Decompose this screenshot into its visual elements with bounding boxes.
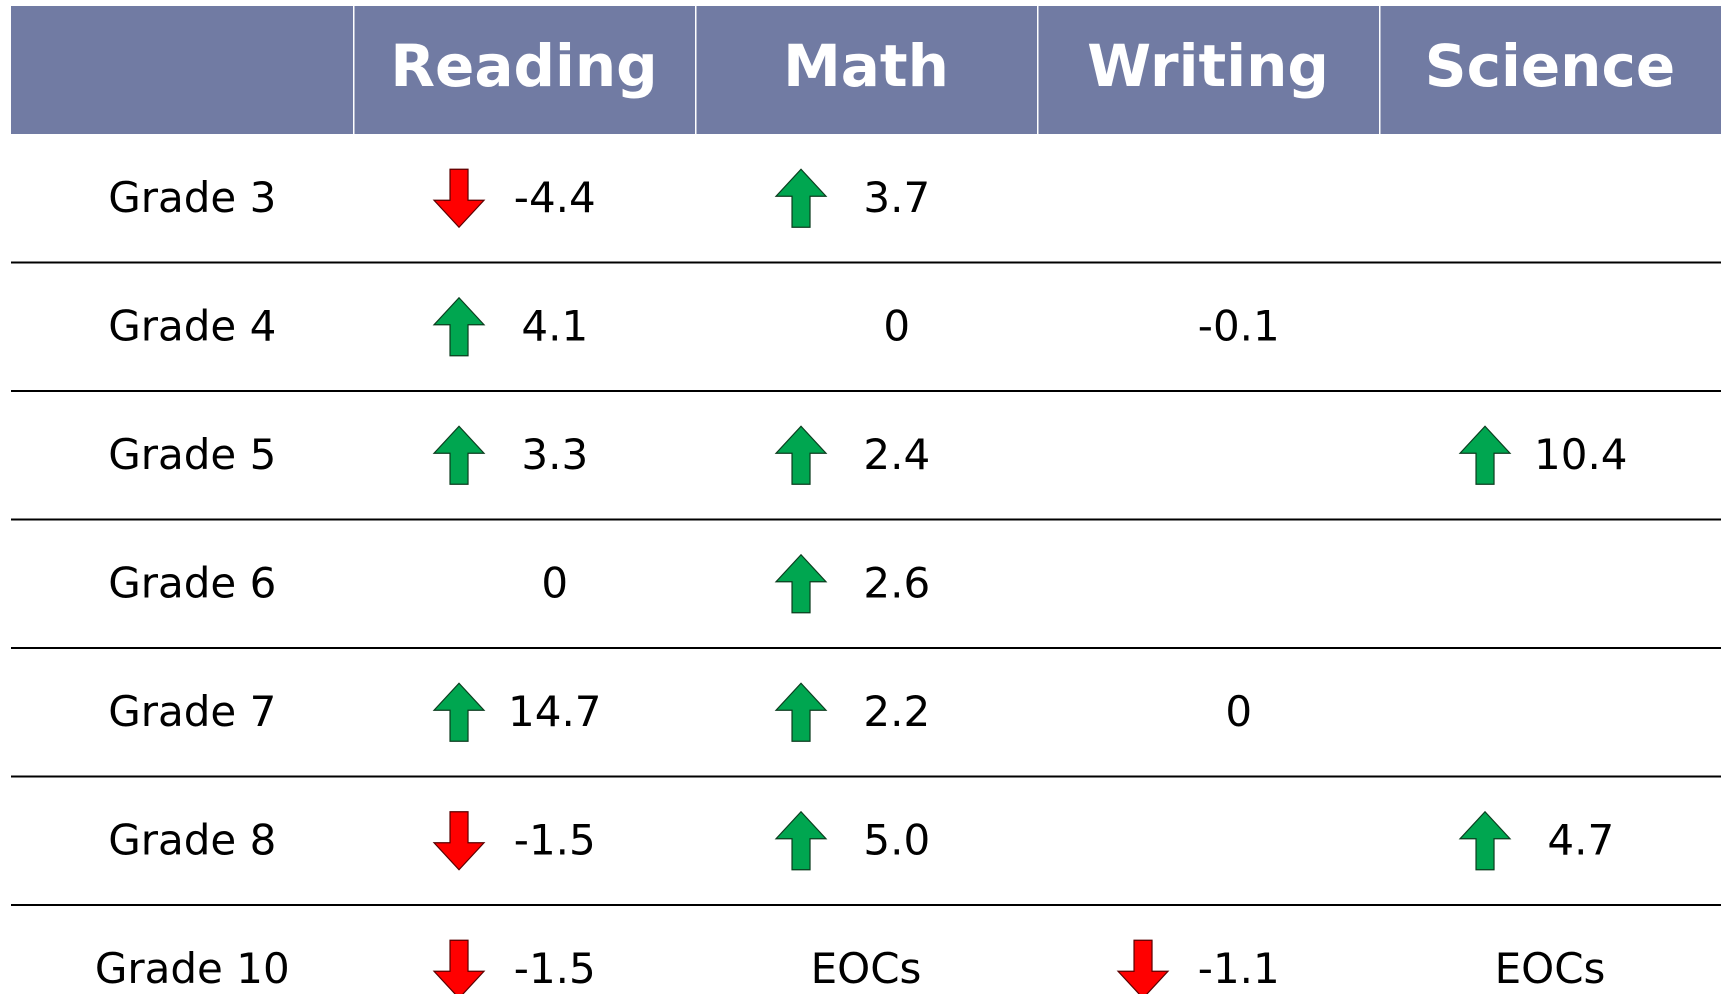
row-label: Grade 6 [108, 558, 276, 607]
cell-value: 2.6 [863, 558, 930, 607]
arrow-up [774, 553, 828, 614]
cell-value: EOCs [811, 944, 922, 993]
header-label: Science [1425, 32, 1675, 100]
row-label: Grade 8 [108, 815, 276, 864]
cell-value: 10.4 [1534, 430, 1628, 479]
arrow-up [774, 425, 828, 485]
row-label: Grade 5 [108, 430, 276, 479]
arrow-up [432, 296, 486, 357]
arrow-down [432, 939, 486, 994]
header-cell [1038, 6, 1379, 134]
cell-value: -4.4 [514, 173, 596, 222]
arrow-up [432, 682, 486, 742]
header-label: Writing [1087, 32, 1329, 100]
cell-value: 4.7 [1547, 815, 1614, 864]
cell-value: 2.4 [863, 430, 930, 479]
row-label: Grade 4 [108, 301, 276, 350]
header-label: Reading [390, 32, 657, 100]
header-cell [1380, 6, 1721, 134]
arrow-down [432, 811, 486, 871]
row-label: Grade 10 [95, 944, 290, 993]
arrow-up [774, 682, 828, 742]
cell-value: 0 [541, 558, 568, 607]
cell-value: -1.1 [1198, 944, 1280, 993]
arrow-down [1116, 939, 1170, 994]
cell-value: 0 [1225, 687, 1252, 736]
cell-value: 4.1 [521, 301, 588, 350]
header-cell [11, 6, 353, 134]
cell-value: 5.0 [863, 815, 930, 864]
cell-value: 3.3 [521, 430, 588, 479]
cell-value: EOCs [1495, 944, 1606, 993]
header-cell [354, 6, 695, 134]
arrow-up [432, 425, 486, 485]
arrow-up [774, 168, 828, 228]
header-label: Math [783, 32, 949, 100]
header-cell [696, 6, 1037, 134]
cell-value: 3.7 [863, 173, 930, 222]
cell-value: -0.1 [1198, 301, 1280, 350]
cell-value: 2.2 [863, 687, 930, 736]
row-label: Grade 3 [108, 173, 276, 222]
cell-value: -1.5 [514, 815, 596, 864]
cell-value: 0 [883, 301, 910, 350]
cell-value: 14.7 [508, 687, 602, 736]
arrow-up [774, 810, 828, 871]
arrow-up [1458, 425, 1512, 485]
cell-value: -1.5 [514, 944, 596, 993]
row-label: Grade 7 [108, 687, 276, 736]
arrow-down [432, 168, 486, 229]
arrow-up [1458, 810, 1512, 871]
